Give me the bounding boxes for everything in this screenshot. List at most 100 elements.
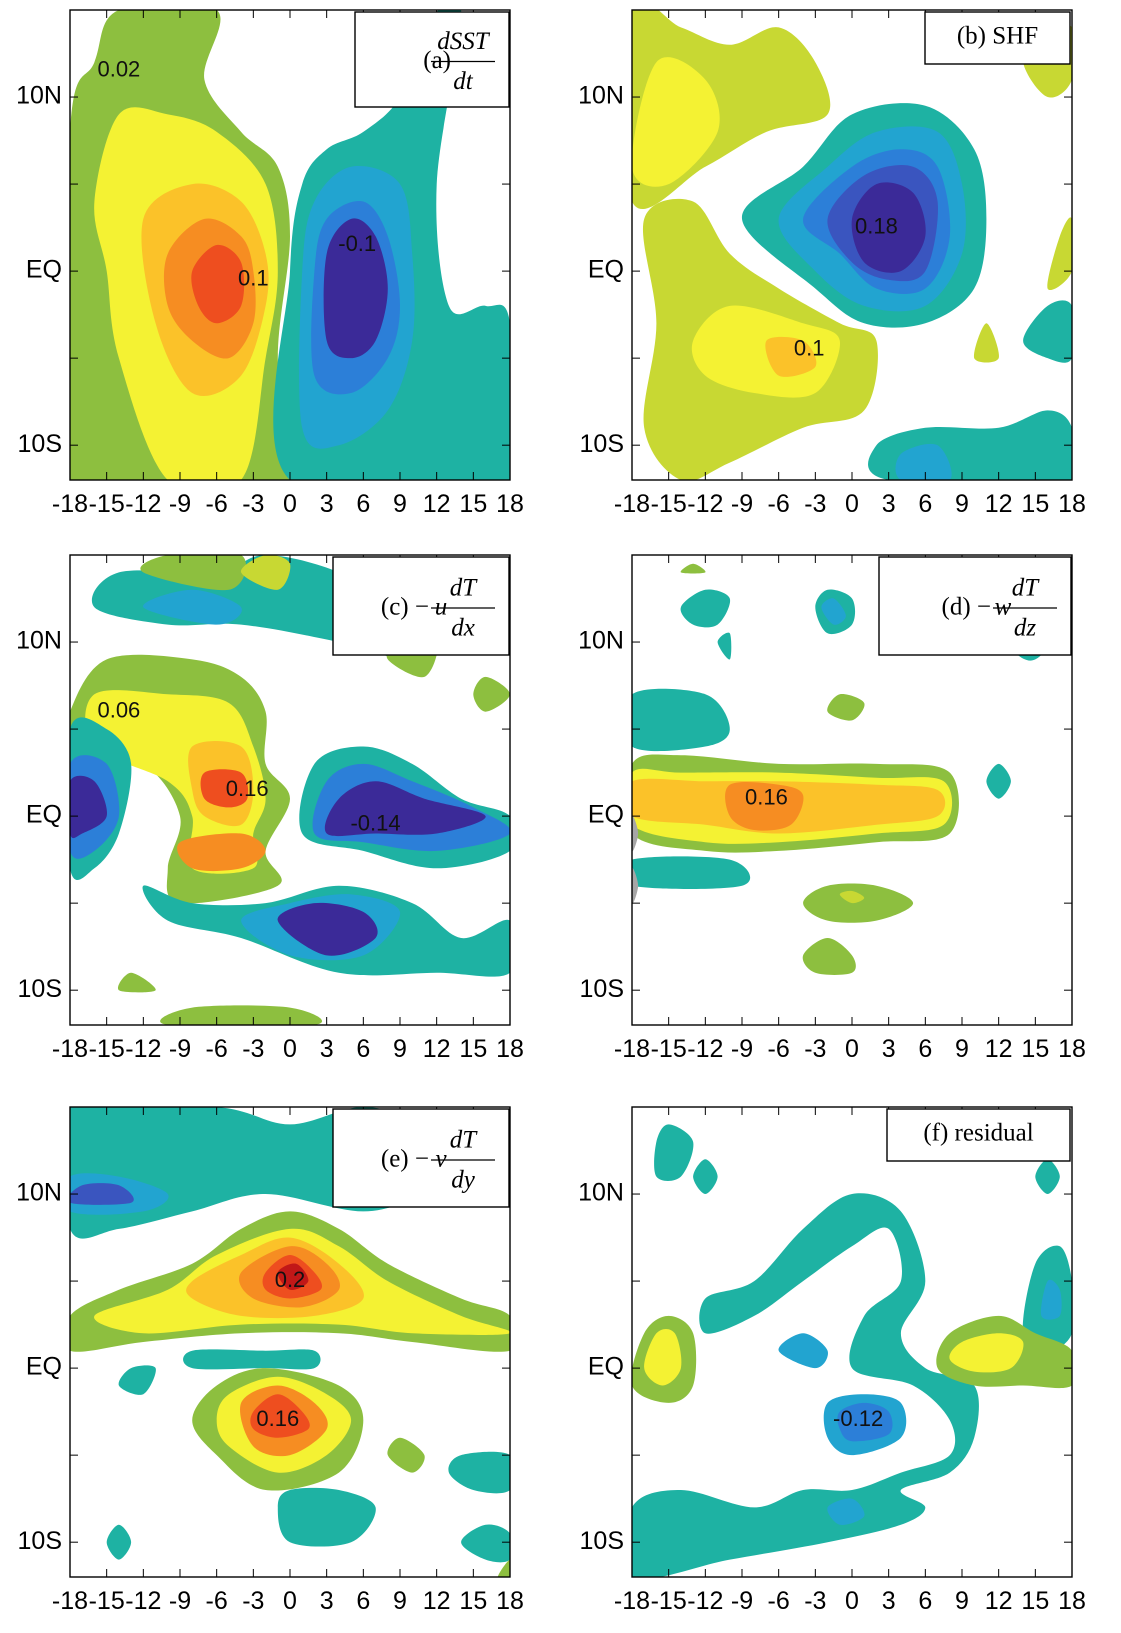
legend-prefix: (e) − xyxy=(381,1146,429,1173)
x-tick-label: -15 xyxy=(89,1035,125,1063)
panel-e: 0.2 0.16 -18 -15 -12 -9 -6 -3 0 3 6 9 12 15 18 10N EQ 10S… xyxy=(16,1106,524,1615)
contour-region-d-15 xyxy=(839,890,865,904)
x-tick-label: -6 xyxy=(206,1587,228,1615)
x-tick-label: 18 xyxy=(1058,1035,1086,1063)
x-tick-label: 6 xyxy=(356,490,370,518)
contour-region-e-19 xyxy=(461,1524,510,1563)
x-tick-label: -9 xyxy=(169,1587,191,1615)
x-tick-label: 0 xyxy=(283,1587,297,1615)
y-tick-label: EQ xyxy=(26,256,62,284)
contour-region-c-7 xyxy=(70,775,107,839)
x-tick-label: -18 xyxy=(52,1587,88,1615)
legend-numerator: dT xyxy=(450,1127,479,1154)
y-tick-label: 10N xyxy=(578,627,624,655)
contour-region-b-1 xyxy=(632,57,720,187)
y-tick-label: 10S xyxy=(18,1527,62,1555)
y-tick-label: 10S xyxy=(18,430,62,458)
contour-label: -0.14 xyxy=(350,811,400,836)
y-tick-label: EQ xyxy=(26,1353,62,1381)
contour-region-c-9 xyxy=(142,589,242,625)
contour-label: 0.16 xyxy=(745,785,788,810)
contour-region-e-10 xyxy=(183,1349,321,1370)
x-tick-label: 6 xyxy=(918,1587,932,1615)
y-tick-label: EQ xyxy=(588,1353,624,1381)
contour-field xyxy=(632,1124,1072,1577)
x-tick-label: -3 xyxy=(804,490,826,518)
contour-region-f-0 xyxy=(632,1193,979,1577)
x-tick-label: 18 xyxy=(1058,490,1086,518)
x-tick-label: -18 xyxy=(52,490,88,518)
x-tick-label: 6 xyxy=(918,490,932,518)
contour-region-c-20 xyxy=(160,1005,322,1025)
contour-region-c-16 xyxy=(140,555,247,591)
x-tick-label: 18 xyxy=(496,490,524,518)
legend-box-f: (f) residual xyxy=(886,1108,1071,1162)
contour-region-f-1 xyxy=(778,1333,828,1369)
contour-region-f-3 xyxy=(837,1402,893,1442)
contour-label: 0.16 xyxy=(226,776,269,801)
y-tick-label: EQ xyxy=(26,801,62,829)
contour-region-b-15 xyxy=(1047,217,1072,290)
x-tick-label: -15 xyxy=(651,1035,687,1063)
x-tick-label: -12 xyxy=(125,1587,161,1615)
legend-prefix: (d) − xyxy=(942,594,992,621)
contour-region-c-21 xyxy=(117,972,156,993)
contour-region-d-12 xyxy=(680,563,706,574)
x-tick-label: -18 xyxy=(614,1587,650,1615)
contour-region-f-5 xyxy=(654,1124,694,1181)
contour-region-e-20 xyxy=(387,1437,425,1473)
x-tick-label: 12 xyxy=(985,490,1013,518)
contour-region-e-14 xyxy=(250,1394,310,1438)
legend-denominator: dt xyxy=(453,68,474,95)
x-tick-label: 9 xyxy=(393,1035,407,1063)
x-tick-label: 12 xyxy=(985,1587,1013,1615)
x-tick-label: -15 xyxy=(89,490,125,518)
panel-b: 0.18 0.1 -18 -15 -12 -9 -6 -3 0 3 6 9 12 15 18 10N EQ 10S… xyxy=(578,9,1086,518)
x-tick-label: -18 xyxy=(614,1035,650,1063)
contour-region-b-4 xyxy=(765,336,817,377)
contour-region-d-14 xyxy=(803,883,914,923)
contour-label: 0.1 xyxy=(794,335,825,360)
panel-d: 0.16 -18 -15 -12 -9 -6 -3 0 3 6 9 12 15 18 10N EQ 10S (d)… xyxy=(578,554,1086,1063)
contour-region-b-9 xyxy=(851,182,926,273)
contour-region-c-17 xyxy=(241,555,291,590)
x-tick-label: -12 xyxy=(687,490,723,518)
contour-region-e-2 xyxy=(70,1183,134,1205)
contour-region-e-18 xyxy=(448,1451,510,1494)
contour-region-c-12 xyxy=(324,781,486,837)
contour-field xyxy=(632,10,1072,480)
contour-label: 0.06 xyxy=(97,697,140,722)
contour-region-f-11 xyxy=(644,1328,682,1386)
contour-label: -0.1 xyxy=(338,231,376,256)
y-tick-label: 10N xyxy=(16,1179,62,1207)
x-tick-label: 6 xyxy=(356,1587,370,1615)
contour-region-f-13 xyxy=(949,1333,1024,1373)
legend-box-c: (c) − udT dx xyxy=(332,556,510,656)
contour-region-e-9 xyxy=(277,1263,309,1291)
x-tick-label: -3 xyxy=(242,1587,264,1615)
x-tick-label: -3 xyxy=(804,1035,826,1063)
legend-denominator: dx xyxy=(451,615,475,642)
x-tick-label: 9 xyxy=(955,490,969,518)
panel-f: -0.12 -18 -15 -12 -9 -6 -3 0 3 6 9 12 15 18 10N EQ 10S (f… xyxy=(578,1106,1086,1615)
x-tick-label: 15 xyxy=(459,1587,487,1615)
contour-region-d-10 xyxy=(986,763,1011,799)
legend-frame xyxy=(886,1108,1071,1162)
x-tick-label: -15 xyxy=(651,490,687,518)
panel-c: 0.06 0.16 -0.14 -18 -15 -12 -9 -6 -3 0 3 6 9 12 15 18 10… xyxy=(16,554,524,1063)
x-tick-label: -6 xyxy=(206,1035,228,1063)
contour-region-d-11 xyxy=(717,632,732,660)
legend-numerator: dSST xyxy=(437,28,491,55)
contour-region-c-1 xyxy=(85,690,266,874)
x-tick-label: 0 xyxy=(845,1035,859,1063)
y-tick-label: 10N xyxy=(578,1179,624,1207)
legend-variable: u xyxy=(435,594,448,621)
x-tick-label: -15 xyxy=(651,1587,687,1615)
panel-a: 0.02 0.1 -0.1 -18 -15 -12 -9 -6 -3 0 3 6 9 12 15 18 10N E… xyxy=(16,9,524,518)
x-tick-label: -6 xyxy=(768,490,790,518)
x-tick-label: -3 xyxy=(242,490,264,518)
contour-region-a-8 xyxy=(323,218,388,359)
contour-region-b-11 xyxy=(895,443,952,480)
x-tick-label: -6 xyxy=(768,1587,790,1615)
x-tick-label: 18 xyxy=(1058,1587,1086,1615)
